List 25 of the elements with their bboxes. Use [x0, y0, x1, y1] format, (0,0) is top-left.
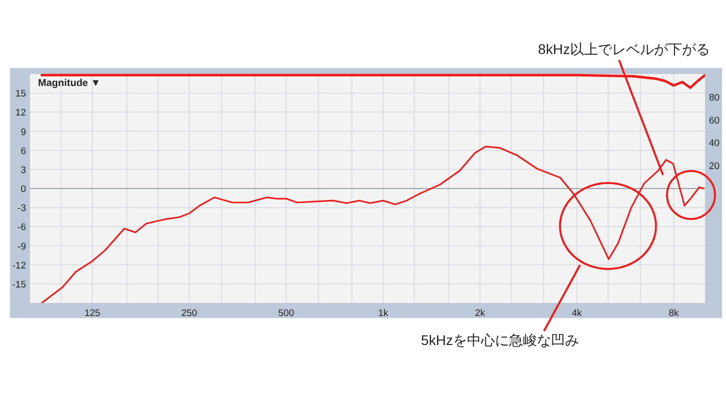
y-tick-label: 3 [20, 164, 26, 176]
y-tick-label: -12 [12, 260, 26, 272]
x-tick-label: 250 [181, 308, 198, 319]
y2-tick-label: 60 [709, 115, 720, 126]
y-tick-label: 15 [15, 88, 26, 100]
y-axis-title: Magnitude ▼ [38, 78, 101, 89]
x-tick-label: 2k [474, 308, 486, 319]
text: 5kHzを中心に急峻な凹み [421, 332, 579, 348]
x-tick-label: 500 [278, 308, 294, 319]
text: 8kHz以上でレベルが下がる [538, 41, 710, 57]
y-tick-label: 6 [20, 146, 26, 157]
y2-tick-label: 20 [709, 161, 720, 172]
x-tick-label: 1k [378, 308, 388, 319]
x-tick-label: 125 [84, 308, 100, 319]
y2-tick-label: 80 [709, 92, 720, 104]
x-tick-label: 4k [572, 308, 582, 319]
y-tick-label: 9 [20, 126, 26, 138]
y2-tick-label: 40 [709, 138, 720, 150]
y-tick-label: -15 [12, 279, 26, 290]
x-tick-label: 8k [668, 308, 680, 319]
y-tick-label: -6 [18, 222, 26, 234]
y-tick-label: -3 [18, 203, 26, 214]
y-tick-label: 0 [20, 184, 26, 195]
y-tick-label: -9 [18, 241, 26, 252]
y-tick-label: 12 [15, 108, 26, 119]
